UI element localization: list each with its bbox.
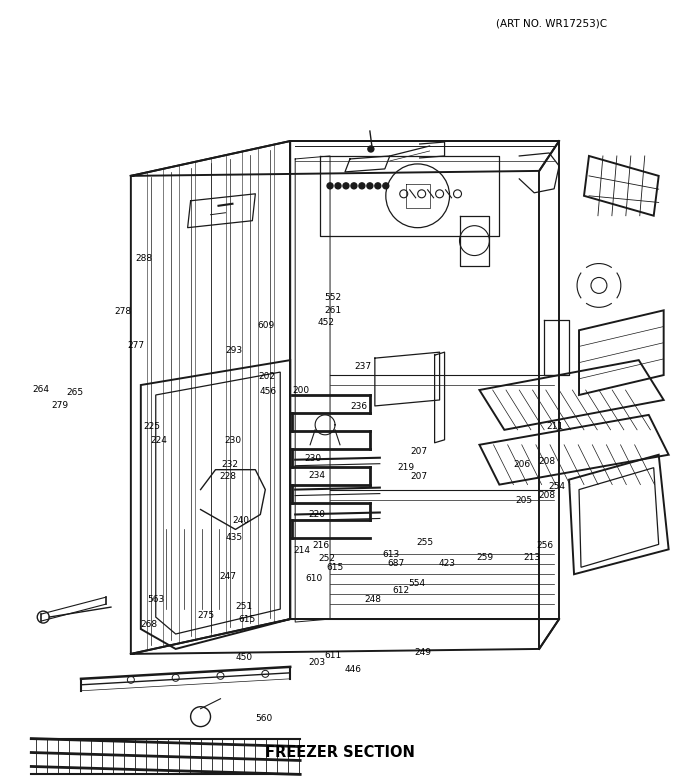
Text: 615: 615 <box>326 563 343 572</box>
Text: 265: 265 <box>66 388 83 397</box>
Text: 687: 687 <box>387 559 404 569</box>
Text: 254: 254 <box>548 482 565 490</box>
Text: 275: 275 <box>197 611 214 620</box>
Text: 554: 554 <box>409 579 426 588</box>
Text: 563: 563 <box>147 595 165 604</box>
Text: 200: 200 <box>292 386 309 395</box>
Text: 219: 219 <box>398 463 415 472</box>
Text: 456: 456 <box>260 387 277 396</box>
Text: 236: 236 <box>350 402 367 411</box>
Text: 232: 232 <box>222 461 239 469</box>
Text: 249: 249 <box>414 648 431 657</box>
Text: 237: 237 <box>354 361 371 371</box>
Text: 268: 268 <box>141 620 158 630</box>
Text: 230: 230 <box>305 454 322 463</box>
Text: 452: 452 <box>318 318 335 327</box>
Text: 207: 207 <box>410 447 427 456</box>
Text: (ART NO. WR17253)C: (ART NO. WR17253)C <box>496 19 607 28</box>
Circle shape <box>327 183 333 188</box>
Circle shape <box>335 183 341 188</box>
Text: 202: 202 <box>258 372 275 382</box>
Text: 609: 609 <box>257 321 274 330</box>
Text: 264: 264 <box>32 385 49 394</box>
Text: 248: 248 <box>364 595 381 604</box>
Text: 208: 208 <box>539 457 556 465</box>
Text: 214: 214 <box>294 546 311 555</box>
Text: 234: 234 <box>309 471 326 479</box>
Text: 240: 240 <box>233 516 250 525</box>
Text: 435: 435 <box>226 533 243 542</box>
Text: 279: 279 <box>51 401 68 411</box>
Circle shape <box>375 183 381 188</box>
Text: 252: 252 <box>318 554 335 563</box>
Circle shape <box>383 183 389 188</box>
Text: 216: 216 <box>313 540 330 550</box>
Text: 613: 613 <box>383 550 400 559</box>
Text: 225: 225 <box>143 422 160 432</box>
Text: 230: 230 <box>224 436 241 444</box>
Text: FREEZER SECTION: FREEZER SECTION <box>265 745 415 760</box>
Text: 552: 552 <box>324 293 342 302</box>
Text: 610: 610 <box>305 574 323 583</box>
Circle shape <box>343 183 349 188</box>
Text: 228: 228 <box>219 472 236 481</box>
Text: 220: 220 <box>309 511 326 519</box>
Text: 207: 207 <box>410 472 427 481</box>
Circle shape <box>368 146 374 152</box>
Text: 612: 612 <box>392 586 409 595</box>
Circle shape <box>351 183 357 188</box>
Text: 208: 208 <box>539 491 556 500</box>
Text: 206: 206 <box>513 460 530 468</box>
Text: 213: 213 <box>524 553 541 562</box>
Text: 423: 423 <box>439 559 456 569</box>
Text: 615: 615 <box>238 615 255 625</box>
Text: 261: 261 <box>324 306 342 314</box>
Text: 251: 251 <box>235 602 252 612</box>
Text: 247: 247 <box>219 572 236 581</box>
Circle shape <box>359 183 365 188</box>
Text: 211: 211 <box>547 421 564 431</box>
Text: 450: 450 <box>235 653 252 662</box>
Text: 255: 255 <box>417 537 434 547</box>
Text: 278: 278 <box>115 307 132 316</box>
Text: 288: 288 <box>135 254 152 263</box>
Text: 611: 611 <box>324 651 342 660</box>
Text: 224: 224 <box>150 436 167 445</box>
Text: 293: 293 <box>226 346 243 355</box>
Text: 256: 256 <box>536 540 553 550</box>
Text: 205: 205 <box>515 497 532 505</box>
Text: 203: 203 <box>309 658 326 666</box>
Text: 560: 560 <box>256 714 273 723</box>
Circle shape <box>367 183 373 188</box>
Text: 277: 277 <box>127 341 144 350</box>
Text: 259: 259 <box>477 553 494 562</box>
Text: 446: 446 <box>345 665 362 673</box>
